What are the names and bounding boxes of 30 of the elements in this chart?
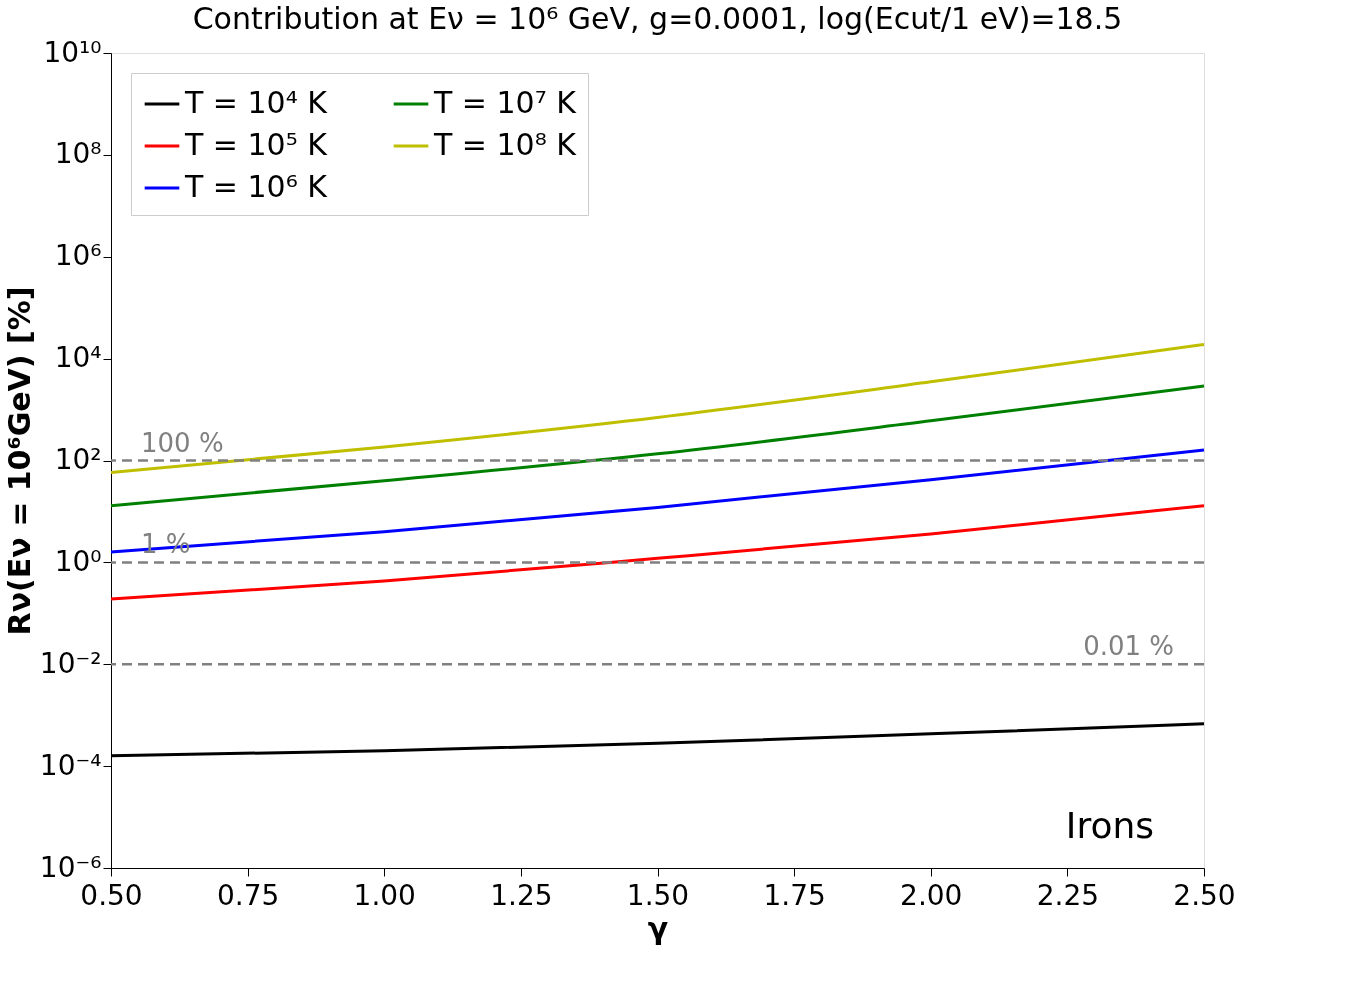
x-tick-label: 2.50 — [1173, 878, 1236, 912]
x-tick-label: 1.00 — [353, 878, 416, 912]
line-series — [109, 384, 1206, 508]
y-tick-label: 10⁻² — [39, 646, 102, 680]
legend-label: T = 10⁶ K — [184, 169, 329, 204]
x-tick-label: 1.75 — [763, 878, 826, 912]
line-series — [109, 342, 1206, 475]
annotation: Irons — [1065, 805, 1154, 846]
line-series — [109, 504, 1206, 601]
legend-label: T = 10⁴ K — [184, 85, 329, 120]
y-tick-label: 10⁰ — [54, 544, 102, 578]
ref-line-label: 100 % — [141, 427, 224, 458]
x-tick-label: 1.25 — [490, 878, 553, 912]
x-tick-label: 2.00 — [900, 878, 963, 912]
y-tick-label: 10² — [54, 443, 102, 476]
y-tick-label: 10⁶ — [54, 239, 102, 273]
x-tick-label: 0.75 — [216, 878, 280, 912]
y-tick-label: 10¹⁰ — [43, 35, 102, 69]
legend-label: T = 10⁷ K — [433, 85, 578, 120]
y-axis-title: Rν(Eν = 10⁶GeV) [%] — [1, 286, 37, 636]
chart-title: Contribution at Eν = 10⁶ GeV, g=0.0001, log(Ecut/1 eV)=18.5 — [192, 1, 1123, 36]
y-tick-label: 10⁸ — [54, 137, 102, 171]
ref-line-label: 0.01 % — [1083, 631, 1174, 662]
x-tick-label: 2.25 — [1036, 878, 1100, 912]
x-tick-label: 1.50 — [626, 878, 690, 912]
y-tick-label: 10⁻⁴ — [39, 748, 102, 782]
y-tick-label: 10⁴ — [54, 341, 102, 375]
legend-label: T = 10⁸ K — [433, 127, 578, 162]
legend-label: T = 10⁵ K — [184, 127, 329, 162]
x-axis-title: γ — [647, 910, 669, 946]
